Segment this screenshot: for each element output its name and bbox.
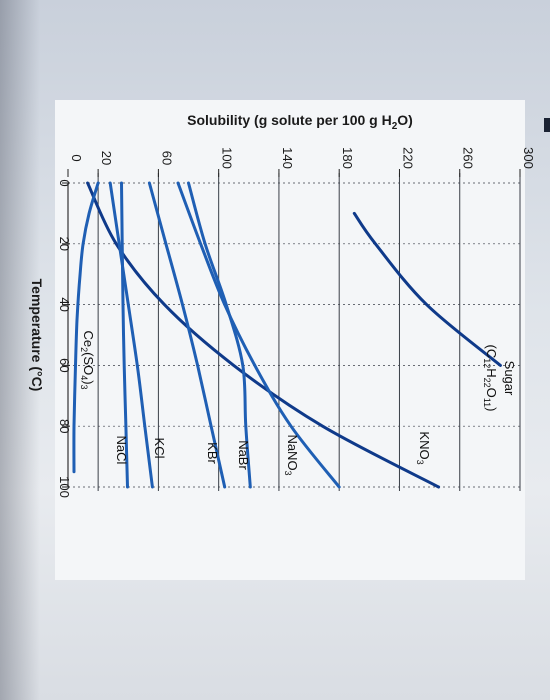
- series-line-sugar-c12h22o11-: [352, 211, 502, 367]
- tick-label-solubility-220: 220: [400, 147, 415, 169]
- series-label-kcl-0: KCl: [152, 438, 167, 459]
- tick-label-solubility-140: 140: [280, 147, 295, 169]
- series-line-kno3: [86, 181, 441, 489]
- x-axis-title: Temperature (°C): [29, 279, 45, 392]
- series-label-sugar-c12h22o11--0: Sugar: [502, 361, 517, 396]
- tick-label-solubility-20: 20: [99, 151, 114, 165]
- series-label-kno3-0: KNO3: [415, 431, 432, 464]
- y-axis-title: Solubility (g solute per 100 g H2O): [187, 112, 413, 132]
- corner-mark: [544, 118, 550, 132]
- series-label-nacl-0: NaCl: [114, 436, 129, 465]
- tick-label-solubility-100: 100: [220, 147, 235, 169]
- series-label-nabr-0: NaBr: [236, 440, 251, 470]
- series-layer: [72, 181, 502, 489]
- tick-label-solubility-60: 60: [159, 151, 174, 165]
- series-line-nano3: [176, 181, 341, 489]
- axis-titles: Solubility (g solute per 100 g H2O) Temp…: [29, 112, 413, 391]
- series-line-ce2-so4-3: [72, 181, 100, 474]
- series-labels: Sugar(C12H22O11) KNO3 NaNO3 NaBr KBr KCl NaCl C…: [79, 330, 517, 475]
- chart-paper: [55, 100, 525, 580]
- series-label-kbr-0: KBr: [205, 442, 220, 464]
- tick-label-solubility-300: 300: [521, 147, 536, 169]
- series-line-kbr: [147, 181, 227, 489]
- series-line-nabr: [187, 181, 252, 489]
- edge-shadow: [0, 0, 40, 700]
- tick-label-solubility-0: 0: [69, 154, 84, 161]
- series-line-kcl: [108, 181, 154, 489]
- tick-label-solubility-180: 180: [340, 147, 355, 169]
- tick-label-solubility-260: 260: [461, 147, 476, 169]
- series-line-nacl: [120, 181, 129, 489]
- series-label-ce2-so4-3-0: Ce2(SO4)3: [79, 330, 96, 389]
- series-label-nano3-0: NaNO3: [283, 434, 300, 475]
- series-label-sugar-c12h22o11--1: (C12H22O11): [482, 345, 499, 412]
